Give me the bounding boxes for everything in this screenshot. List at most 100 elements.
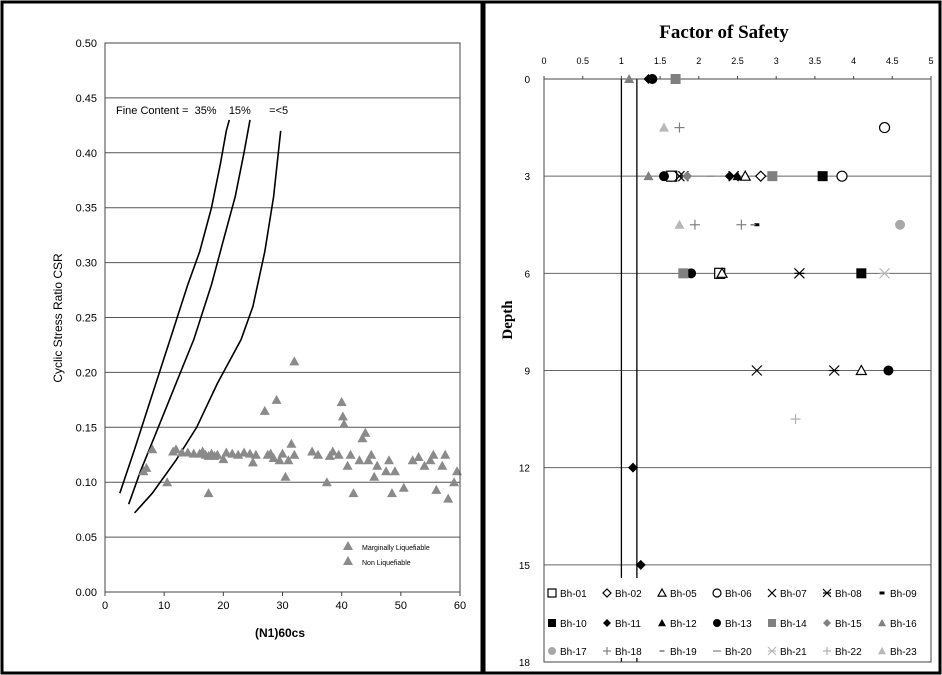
point-marginally-liquefiable (227, 448, 238, 458)
fine-content-annotation: Fine Content = 35% 15% =<5 (116, 105, 288, 117)
fos-point-bh-06 (836, 170, 848, 182)
fos-x-tick-label: 2.5 (731, 56, 744, 66)
point-marginally-liquefiable (372, 460, 383, 470)
point-marginally-liquefiable (333, 449, 344, 459)
right-panel-frame (482, 0, 942, 675)
fos-point-bh-18 (689, 219, 700, 230)
legend-label-bh-21: Bh-21 (780, 647, 807, 658)
fos-y-axis-label: Depth (500, 300, 516, 340)
legend-marker-bh-19 (659, 650, 665, 652)
fos-legend: Bh-01 Bh-02 Bh-05 Bh-06 Bh-07 Bh-08 Bh-09 Bh-10… (547, 587, 917, 658)
fos-point-bh-11 (724, 171, 735, 182)
fos-point-bh-13 (647, 74, 658, 84)
legend-marker-bh-20 (713, 650, 721, 652)
legend-label-bh-19: Bh-19 (670, 647, 697, 658)
point-marginally-liquefiable (360, 427, 371, 437)
point-marginally-liquefiable (339, 419, 350, 429)
csr-legend: Marginally Liquefiable Non Liquefiable (343, 541, 430, 567)
point-marginally-liquefiable (449, 477, 460, 487)
boundary-curve-35 (119, 119, 231, 494)
boundary-curve-15 (127, 119, 251, 505)
csr-y-tick-label: 0.10 (76, 477, 97, 489)
point-marginally-liquefiable (171, 444, 181, 454)
legend-label-bh-07: Bh-07 (780, 589, 807, 600)
fos-y-tick-label: 3 (524, 172, 530, 183)
legend-marker-bh-15 (823, 619, 831, 627)
point-marginally-liquefiable (437, 460, 448, 470)
point-marginally-liquefiable (381, 466, 392, 476)
fos-point-bh-11 (635, 559, 646, 570)
legend-marker-bh-09 (879, 591, 885, 595)
legend-marker-non-liquefiable (343, 556, 353, 565)
legend-marker-bh-01 (547, 588, 557, 598)
point-marginally-liquefiable (413, 451, 424, 461)
legend-label-bh-09: Bh-09 (890, 589, 917, 600)
fos-y-tick-label: 12 (519, 464, 531, 475)
point-marginally-liquefiable (348, 488, 359, 498)
legend-marker-bh-23 (878, 647, 886, 655)
point-marginally-liquefiable (182, 447, 193, 457)
csr-y-tick-label: 0.25 (76, 313, 97, 325)
fos-point-bh-16 (624, 74, 635, 83)
fos-point-bh-13 (658, 171, 669, 182)
legend-marker-bh-07 (767, 588, 777, 598)
legend-marker-bh-10 (548, 619, 556, 627)
point-marginally-liquefiable (398, 482, 409, 492)
csr-x-tick-label: 50 (395, 600, 407, 612)
legend-label-bh-01: Bh-01 (560, 589, 587, 600)
point-marginally-liquefiable (357, 433, 368, 443)
point-marginally-liquefiable (428, 449, 439, 459)
legend-label-bh-12: Bh-12 (670, 619, 697, 630)
point-marginally-liquefiable (283, 455, 294, 465)
point-marginally-liquefiable (259, 405, 270, 415)
fos-point-bh-02 (754, 170, 767, 183)
legend-label-bh-13: Bh-13 (725, 619, 752, 630)
point-marginally-liquefiable (419, 460, 430, 470)
legend-label-bh-22: Bh-22 (835, 647, 862, 658)
point-marginally-liquefiable (239, 447, 250, 457)
fos-point-bh-19 (750, 223, 756, 226)
point-marginally-liquefiable (203, 488, 214, 498)
csr-x-tick-label: 0 (102, 600, 108, 612)
fos-point-bh-13 (883, 365, 894, 376)
fos-point-bh-14 (678, 268, 689, 279)
csr-x-tick-label: 30 (276, 600, 288, 612)
csr-x-axis-label: (N1)60cs (255, 626, 305, 640)
fos-point-bh-20 (706, 175, 715, 177)
fos-x-tick-label: 1 (619, 56, 624, 66)
point-marginally-liquefiable (342, 460, 353, 470)
legend-marker-bh-18 (603, 647, 611, 655)
point-marginally-liquefiable (147, 444, 158, 454)
point-marginally-liquefiable (162, 477, 173, 487)
csr-y-tick-label: 0.05 (76, 532, 97, 544)
fos-y-tick-label: 15 (519, 561, 531, 572)
point-marginally-liquefiable (407, 455, 418, 465)
fos-point-bh-05 (716, 267, 729, 278)
legend-label-bh-05: Bh-05 (670, 589, 697, 600)
legend-label-bh-02: Bh-02 (615, 589, 642, 600)
legend-marker-bh-05 (656, 587, 668, 597)
legend-label-marginally-liquefiable: Marginally Liquefiable (362, 545, 430, 552)
csr-y-tick-label: 0.15 (76, 422, 97, 434)
fos-point-bh-13 (686, 268, 697, 279)
fos-point-bh-12 (732, 171, 743, 181)
fos-point-bh-18 (736, 219, 747, 230)
fos-point-bh-22 (790, 414, 801, 425)
csr-y-tick-label: 0.35 (76, 203, 97, 215)
legend-marker-bh-12 (658, 619, 666, 627)
legend-label-bh-15: Bh-15 (835, 619, 862, 630)
point-marginally-liquefiable (212, 449, 223, 459)
point-marginally-liquefiable (363, 455, 374, 465)
fos-point-bh-08 (828, 365, 840, 376)
point-marginally-liquefiable (244, 448, 255, 458)
csr-x-tick-label: 10 (158, 600, 170, 612)
fos-x-tick-label: 4 (851, 56, 856, 66)
fos-y-tick-label: 9 (524, 367, 530, 378)
point-marginally-liquefiable (280, 471, 291, 481)
point-non-liquefiable (289, 356, 300, 366)
legend-label-bh-06: Bh-06 (725, 589, 752, 600)
fos-point-bh-16 (643, 171, 654, 181)
fos-point-bh-17 (895, 219, 906, 230)
csr-y-tick-label: 0.20 (76, 367, 97, 379)
